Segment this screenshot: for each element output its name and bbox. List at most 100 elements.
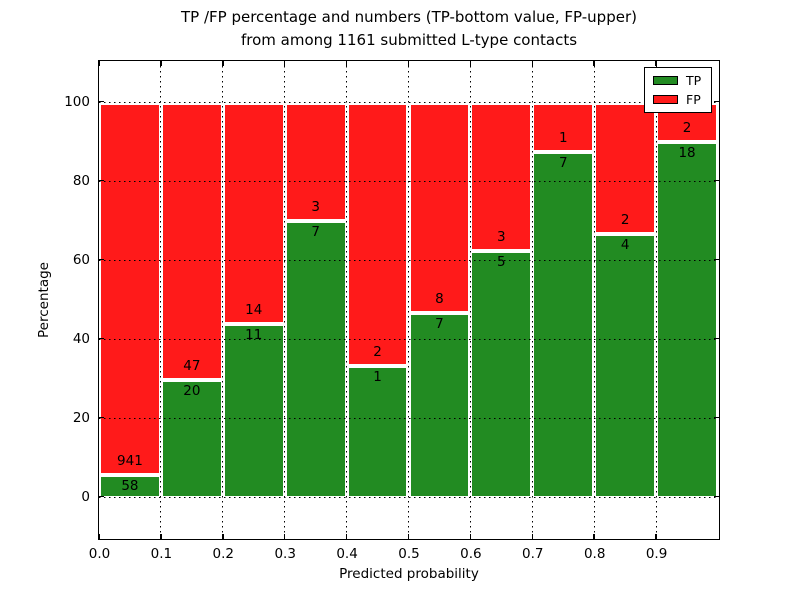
x-tick-label: 0.2 — [212, 546, 235, 562]
x-tick-mark — [160, 61, 162, 66]
fp-count-label: 1 — [558, 129, 568, 146]
x-tick-label: 0.1 — [150, 546, 173, 562]
h-gridline — [99, 417, 719, 419]
y-tick-label: 100 — [64, 94, 90, 110]
y-tick-mark — [99, 416, 104, 419]
x-tick-label: 0.6 — [460, 546, 482, 562]
fp-count-label: 2 — [682, 120, 692, 136]
y-tick-mark — [714, 258, 719, 261]
h-gridline — [99, 259, 719, 261]
tp-count-label: 18 — [678, 145, 696, 161]
x-tick-label: 0.4 — [336, 546, 358, 562]
chart-title: TP /FP percentage and numbers (TP-bottom… — [98, 6, 720, 52]
x-tick-mark — [222, 61, 224, 66]
y-tick-mark — [714, 495, 719, 498]
bar-segment-fp — [408, 102, 471, 314]
x-tick-mark — [469, 534, 472, 539]
x-tick-mark — [593, 61, 595, 66]
bar-segment-tp — [408, 313, 471, 498]
bar-segment-fp — [470, 102, 533, 251]
tp-count-label: 11 — [245, 326, 263, 343]
tp-count-label: 7 — [558, 154, 568, 171]
chart-title-line1: TP /FP percentage and numbers (TP-bottom… — [181, 8, 637, 26]
x-tick-mark — [407, 61, 410, 66]
chart-title-line2: from among 1161 submitted L-type contact… — [240, 31, 578, 49]
v-gridline — [222, 61, 224, 539]
v-gridline — [284, 61, 286, 539]
y-tick-mark — [99, 179, 104, 182]
fp-count-label: 3 — [311, 199, 320, 215]
legend-item-fp: FP — [653, 93, 701, 106]
tp-count-label: 7 — [435, 316, 444, 333]
x-tick-mark — [345, 534, 348, 539]
fp-count-label: 8 — [435, 291, 444, 308]
plot-area: TP FP 941 58 47 20 14 11 3 7 2 1 8 7 3 5 1 7 2 4 2 18 — [98, 60, 720, 540]
x-tick-mark — [160, 534, 162, 539]
x-tick-label: 0.0 — [88, 546, 111, 562]
fp-count-label: 941 — [117, 452, 143, 469]
tp-count-label: 1 — [373, 368, 382, 385]
h-gridline — [99, 496, 719, 498]
bar-segment-tp — [532, 151, 595, 498]
y-tick-mark — [99, 337, 104, 340]
v-gridline — [160, 61, 162, 539]
bar-segment-tp — [222, 323, 285, 498]
y-tick-mark — [714, 179, 719, 182]
v-gridline — [346, 61, 348, 539]
bar-group: 47 20 — [160, 102, 223, 498]
x-tick-mark — [283, 61, 286, 66]
x-axis-label: Predicted probability — [339, 566, 479, 582]
legend-item-tp: TP — [653, 74, 701, 87]
y-tick-mark — [714, 416, 719, 419]
bar-segment-fp — [594, 102, 657, 235]
bar-segment-fp — [346, 102, 409, 366]
v-gridline — [408, 61, 409, 539]
x-tick-mark — [531, 61, 534, 66]
fp-count-label: 3 — [497, 228, 506, 245]
bar-segment-tp — [656, 142, 718, 498]
x-tick-mark — [469, 61, 472, 66]
bar-segment-fp — [284, 102, 347, 221]
tp-count-label: 5 — [497, 253, 506, 270]
bar-group: 2 18 — [656, 102, 718, 498]
v-gridline — [593, 61, 595, 539]
v-gridline — [655, 61, 657, 539]
y-axis-label: Percentage — [36, 262, 52, 338]
bar-segment-tp — [346, 365, 409, 498]
bar-segment-fp — [160, 102, 223, 380]
bar-segment-fp — [99, 102, 161, 475]
x-tick-label: 0.9 — [645, 546, 668, 562]
tp-count-label: 58 — [121, 477, 139, 494]
bar-group: 14 11 — [222, 102, 285, 498]
tp-count-label: 20 — [183, 382, 201, 399]
y-tick-label: 0 — [81, 489, 90, 505]
fp-count-label: 2 — [373, 343, 382, 360]
v-gridline — [531, 61, 533, 539]
x-tick-mark — [283, 534, 286, 539]
legend: TP FP — [644, 67, 713, 113]
tp-count-label: 7 — [311, 224, 320, 240]
y-tick-mark — [99, 258, 104, 261]
x-tick-label: 0.5 — [398, 546, 420, 562]
x-tick-mark — [98, 61, 100, 66]
x-tick-label: 0.7 — [522, 546, 544, 562]
bar-segment-fp — [222, 102, 285, 324]
y-tick-mark — [714, 100, 719, 103]
x-tick-mark — [531, 534, 534, 539]
legend-label-tp: TP — [686, 73, 702, 88]
legend-label-fp: FP — [686, 92, 701, 107]
bar-segment-tp — [594, 234, 657, 498]
fp-count-label: 14 — [245, 301, 263, 318]
y-tick-label: 60 — [72, 252, 90, 268]
y-tick-label: 20 — [72, 410, 90, 426]
legend-swatch-fp-icon — [653, 95, 678, 104]
fp-count-label: 47 — [183, 357, 201, 374]
y-tick-label: 80 — [72, 173, 90, 189]
h-gridline — [99, 101, 719, 103]
